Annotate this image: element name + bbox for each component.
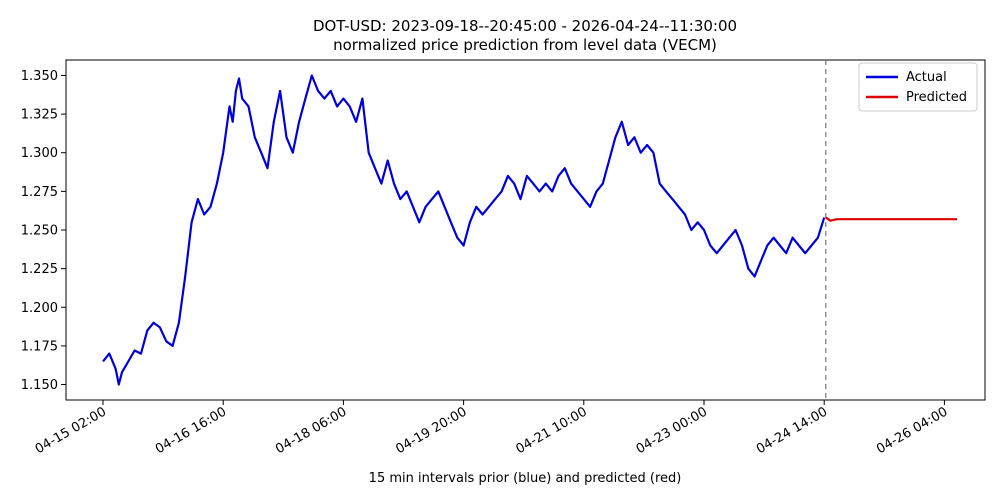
x-tick-label: 04-26 04:00	[874, 404, 950, 457]
x-axis: 04-15 02:00 04-16 16:00 04-18 06:00 04-19 2…	[33, 400, 950, 457]
legend-predicted-label: Predicted	[906, 90, 967, 105]
predicted-series-line	[825, 216, 958, 222]
x-tick-label: 04-19 20:00	[393, 404, 469, 457]
x-axis-label: 15 min intervals prior (blue) and predic…	[369, 471, 682, 486]
y-tick-label: 1.325	[21, 108, 58, 123]
x-tick-label: 04-23 00:00	[634, 404, 710, 457]
x-tick-label: 04-24 14:00	[754, 404, 830, 457]
y-tick-label: 1.300	[21, 146, 58, 161]
y-tick-label: 1.150	[21, 378, 58, 393]
y-tick-label: 1.200	[21, 301, 58, 316]
x-tick-label: 04-21 10:00	[514, 404, 590, 457]
actual-series-line	[102, 74, 826, 386]
y-tick-label: 1.175	[21, 339, 58, 354]
legend: Actual Predicted	[858, 62, 978, 112]
chart-title: DOT-USD: 2023-09-18--20:45:00 - 2026-04-…	[313, 17, 737, 35]
legend-box	[858, 62, 978, 112]
x-tick-label: 04-15 02:00	[33, 404, 109, 457]
x-tick-label: 04-18 06:00	[273, 404, 349, 457]
y-tick-label: 1.250	[21, 224, 58, 239]
y-axis: 1.150 1.175 1.200 1.225 1.250 1.275 1.300 1.325…	[21, 69, 66, 393]
plot-area	[65, 59, 986, 401]
x-tick-label: 04-16 16:00	[153, 404, 229, 457]
legend-actual-label: Actual	[906, 70, 947, 85]
y-tick-label: 1.350	[21, 69, 58, 84]
chart-subtitle: normalized price prediction from level d…	[333, 36, 717, 54]
y-tick-label: 1.225	[21, 262, 58, 277]
y-tick-label: 1.275	[21, 185, 58, 200]
